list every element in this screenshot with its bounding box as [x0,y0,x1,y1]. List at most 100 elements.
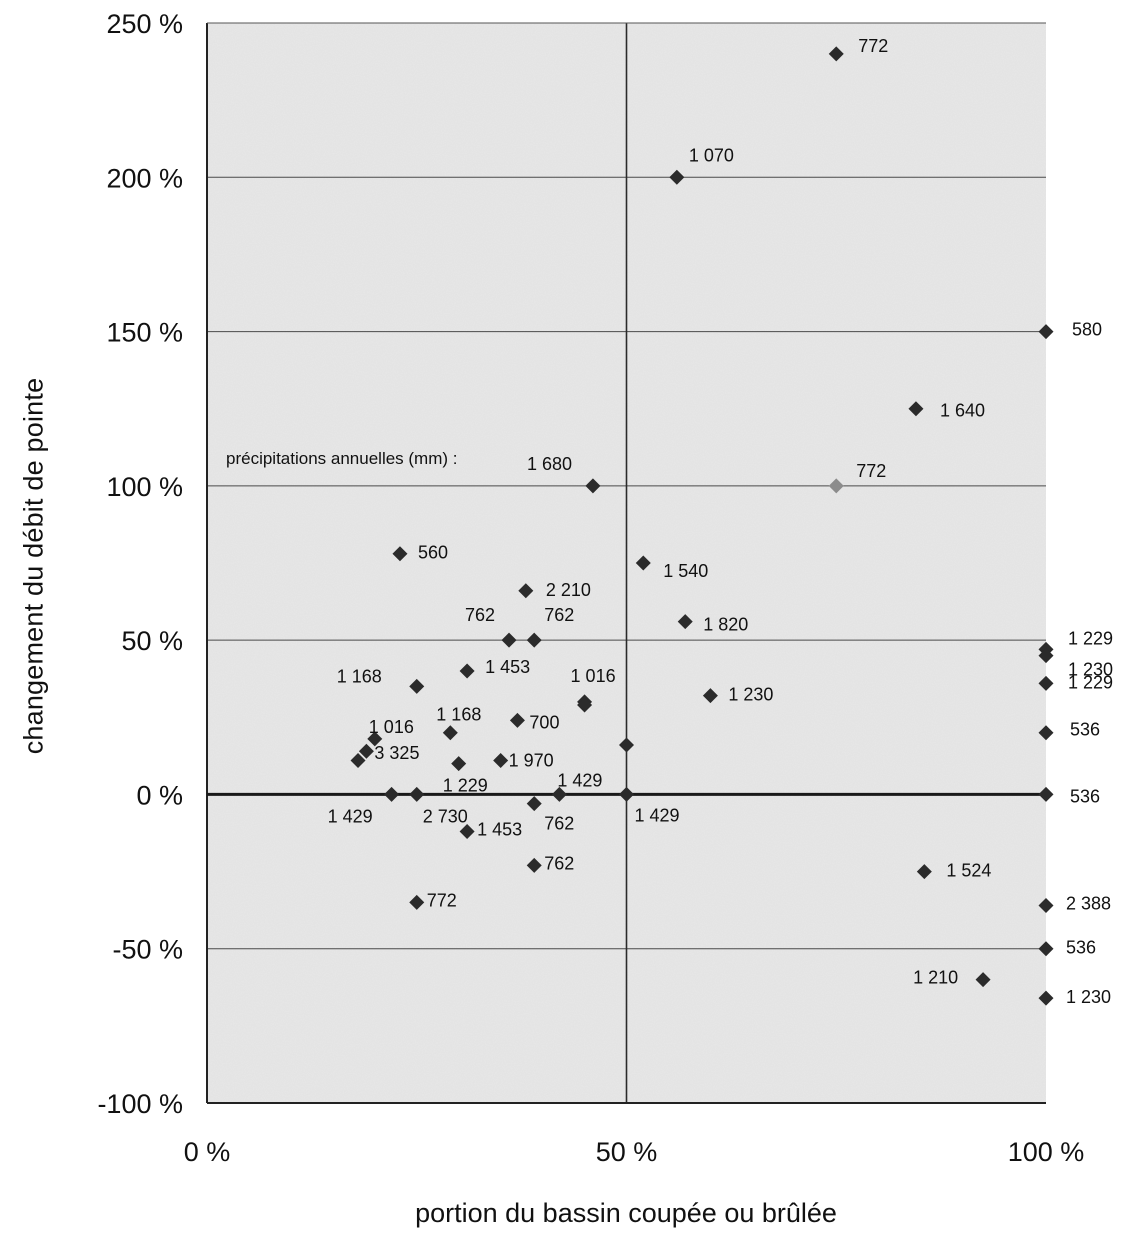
point-label: 1 230 [1066,987,1111,1007]
data-point [585,478,601,494]
data-point [442,725,458,741]
data-point [975,972,991,988]
data-point [1038,675,1054,691]
point-label: 2 388 [1066,894,1111,914]
x-tick-label: 50 % [596,1137,658,1167]
point-label: 1 016 [571,666,616,686]
point-label: 1 540 [663,561,708,581]
data-point [828,46,844,62]
data-point [551,786,567,802]
point-label: 1 230 [1068,660,1113,680]
point-label: 762 [544,814,574,834]
y-tick-label: 200 % [106,163,183,193]
point-label: 2 730 [423,806,468,826]
data-point [459,823,475,839]
data-point [350,752,366,768]
point-label: 1 970 [509,750,554,770]
data-point [1038,725,1054,741]
point-label: 1 229 [443,776,488,796]
data-point [916,864,932,880]
data-point [828,478,844,494]
data-point [409,786,425,802]
y-tick-label: 100 % [106,472,183,502]
data-point [1038,941,1054,957]
data-point [409,894,425,910]
y-axis-title: changement du débit de pointe [18,377,49,755]
data-point [1038,648,1054,664]
annotation-label: précipitations annuelles (mm) : [226,449,458,468]
data-point [635,555,651,571]
point-label: 1 453 [485,657,530,677]
data-point [509,712,525,728]
y-tick-label: -100 % [97,1089,183,1119]
point-label: 1 429 [635,805,680,825]
point-label: 772 [858,36,888,56]
data-point [1038,990,1054,1006]
point-label: 2 210 [546,580,591,600]
x-tick-label: 100 % [1008,1137,1085,1167]
point-label: 1 210 [913,968,958,988]
y-tick-label: -50 % [112,935,183,965]
data-point [1038,898,1054,914]
y-tick-labels: 250 % 200 % 150 % 100 % 50 % 0 % -50 % -100 % [97,9,183,1119]
point-label: 1 453 [477,819,522,839]
data-point [1038,324,1054,340]
data-points [350,46,1054,1006]
point-labels: 772 1 070 580 1 640 1 680 772 560 1 540 2 210 762… [328,36,1113,1007]
point-label: 700 [529,712,559,732]
x-tick-label: 0 % [184,1137,231,1167]
y-tick-label: 50 % [121,626,183,656]
point-label: 1 016 [369,717,414,737]
data-point [501,632,517,648]
data-point [459,663,475,679]
point-label: 762 [544,605,574,625]
data-point [384,786,400,802]
point-label: 536 [1070,720,1100,740]
point-label: 1 229 [1068,672,1113,692]
x-tick-labels: 0 % 50 % 100 % [184,1137,1085,1167]
data-point [619,737,634,753]
point-label: 762 [544,853,574,873]
data-point [358,743,374,759]
point-label: 1 524 [946,861,991,881]
y-tick-label: 150 % [106,318,183,348]
point-label: 1 640 [940,401,985,421]
point-label: 1 230 [728,685,773,705]
data-point [518,583,534,599]
point-label: 1 229 [1068,628,1113,648]
data-point [451,756,467,772]
point-label: 1 168 [337,666,382,686]
data-point [526,857,542,873]
point-label: 1 070 [689,145,734,165]
data-point [577,697,593,713]
point-label: 1 680 [527,454,572,474]
point-label: 1 820 [703,615,748,635]
data-point [367,731,383,747]
data-point [493,752,509,768]
data-point [409,678,425,694]
data-point [677,614,693,630]
data-point [1038,786,1054,802]
point-label: 560 [418,543,448,563]
y-tick-label: 250 % [106,9,183,39]
point-label: 536 [1066,938,1096,958]
point-label: 536 [1070,786,1100,806]
point-label: 1 429 [557,770,602,790]
point-label: 580 [1072,320,1102,340]
point-label: 772 [427,890,457,910]
point-label: 772 [856,461,886,481]
data-point [526,796,542,812]
data-point [702,688,718,704]
point-label: 762 [465,605,495,625]
point-label: 1 429 [328,806,373,826]
x-axis-title: portion du bassin coupée ou brûlée [415,1198,837,1228]
data-point [908,401,924,417]
point-label: 1 168 [436,705,481,725]
point-label: 3 325 [374,743,419,763]
data-point [526,632,542,648]
data-point [392,546,408,562]
data-point [619,786,634,802]
y-tick-label: 0 % [136,780,183,810]
data-point [669,169,685,185]
